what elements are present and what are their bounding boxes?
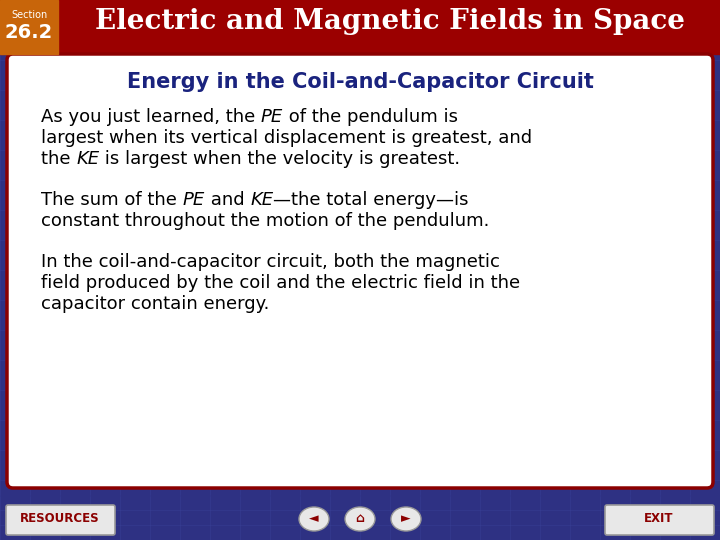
Text: PE: PE [261, 108, 283, 126]
Text: of the pendulum is: of the pendulum is [283, 108, 458, 126]
Text: As you just learned, the: As you just learned, the [41, 108, 261, 126]
Bar [0, 0, 58, 54]
Text: 26.2: 26.2 [5, 23, 53, 42]
Text: —the total energy—is: —the total energy—is [274, 191, 469, 209]
Text: field produced by the coil and the electric field in the: field produced by the coil and the elect… [41, 274, 520, 292]
Text: the: the [41, 150, 76, 168]
FancyBboxPatch shape [605, 505, 714, 535]
Text: Section: Section [11, 10, 47, 20]
Text: KE: KE [251, 191, 274, 209]
Text: capacitor contain energy.: capacitor contain energy. [41, 295, 269, 313]
Text: KE: KE [76, 150, 99, 168]
Ellipse shape [345, 507, 375, 531]
Text: The sum of the: The sum of the [41, 191, 183, 209]
FancyBboxPatch shape [7, 54, 713, 488]
Text: ►: ► [401, 512, 411, 525]
FancyBboxPatch shape [6, 505, 115, 535]
Text: Electric and Magnetic Fields in Space: Electric and Magnetic Fields in Space [95, 8, 685, 35]
Text: RESOURCES: RESOURCES [20, 512, 100, 525]
Text: and: and [205, 191, 251, 209]
Text: constant throughout the motion of the pendulum.: constant throughout the motion of the pe… [41, 212, 490, 230]
Text: ◄: ◄ [309, 512, 319, 525]
Text: In the coil-and-capacitor circuit, both the magnetic: In the coil-and-capacitor circuit, both … [41, 253, 500, 271]
Ellipse shape [299, 507, 329, 531]
Text: Energy in the Coil-and-Capacitor Circuit: Energy in the Coil-and-Capacitor Circuit [127, 72, 593, 92]
Text: PE: PE [183, 191, 205, 209]
Text: ⌂: ⌂ [356, 512, 364, 525]
Bar [0, 496, 720, 540]
Text: largest when its vertical displacement is greatest, and: largest when its vertical displacement i… [41, 129, 532, 147]
Text: EXIT: EXIT [644, 512, 674, 525]
Text: is largest when the velocity is greatest.: is largest when the velocity is greatest… [99, 150, 461, 168]
Bar [0, 0, 720, 54]
Ellipse shape [391, 507, 421, 531]
